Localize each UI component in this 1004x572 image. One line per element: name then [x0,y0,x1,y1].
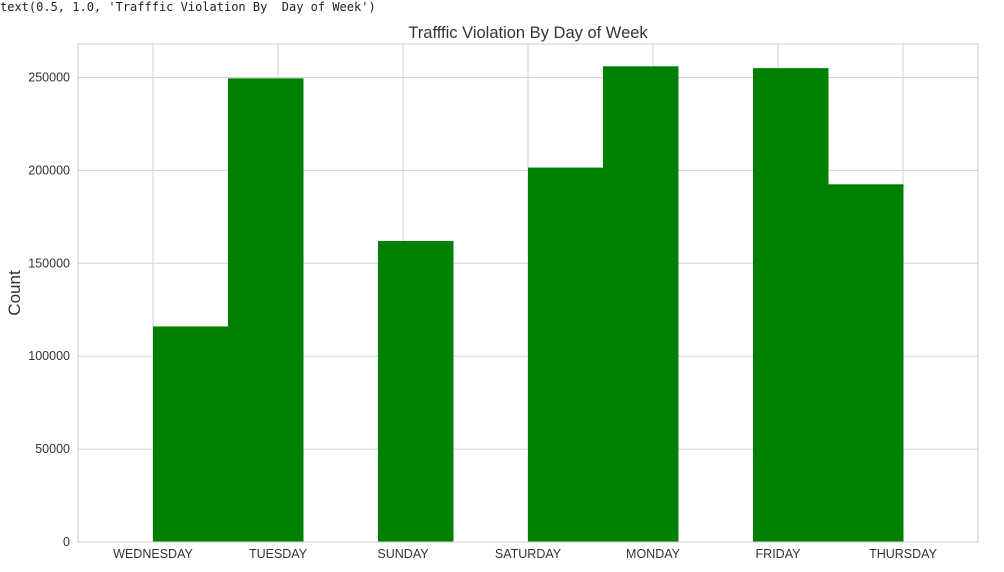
bar-saturday [528,167,604,542]
plot-frame [77,43,979,543]
y-tick-label: 200000 [28,163,70,177]
y-tick-label: 0 [63,535,70,549]
bar-tuesday [228,78,304,543]
code-output-line: text(0.5, 1.0, 'Trafffic Violation By Da… [0,0,376,14]
axes: 0 50000 100000 150000 200000 250000 WEDNESDAY T… [28,43,979,561]
x-tick-label: TUESDAY [249,547,308,561]
bar-wednesday [153,326,229,542]
y-axis-label: Count [5,270,24,316]
y-tick-label: 150000 [28,256,70,270]
x-tick-label: FRIDAY [756,547,802,561]
x-tick-label: SATURDAY [495,547,562,561]
bar-monday [603,66,679,542]
y-tick-label: 250000 [28,70,70,84]
bar-sunday [378,240,454,542]
x-tick-label: WEDNESDAY [113,547,193,561]
bar-thursday [828,184,904,542]
y-tick-label: 100000 [28,349,70,363]
chart-title: Trafffic Violation By Day of Week [408,24,648,42]
x-tick-label: THURSDAY [869,547,937,561]
y-tick-label: 50000 [35,442,70,456]
bar-friday [753,68,829,543]
x-tick-label: MONDAY [626,547,681,561]
bars [153,66,904,543]
x-tick-label: SUNDAY [377,547,429,561]
